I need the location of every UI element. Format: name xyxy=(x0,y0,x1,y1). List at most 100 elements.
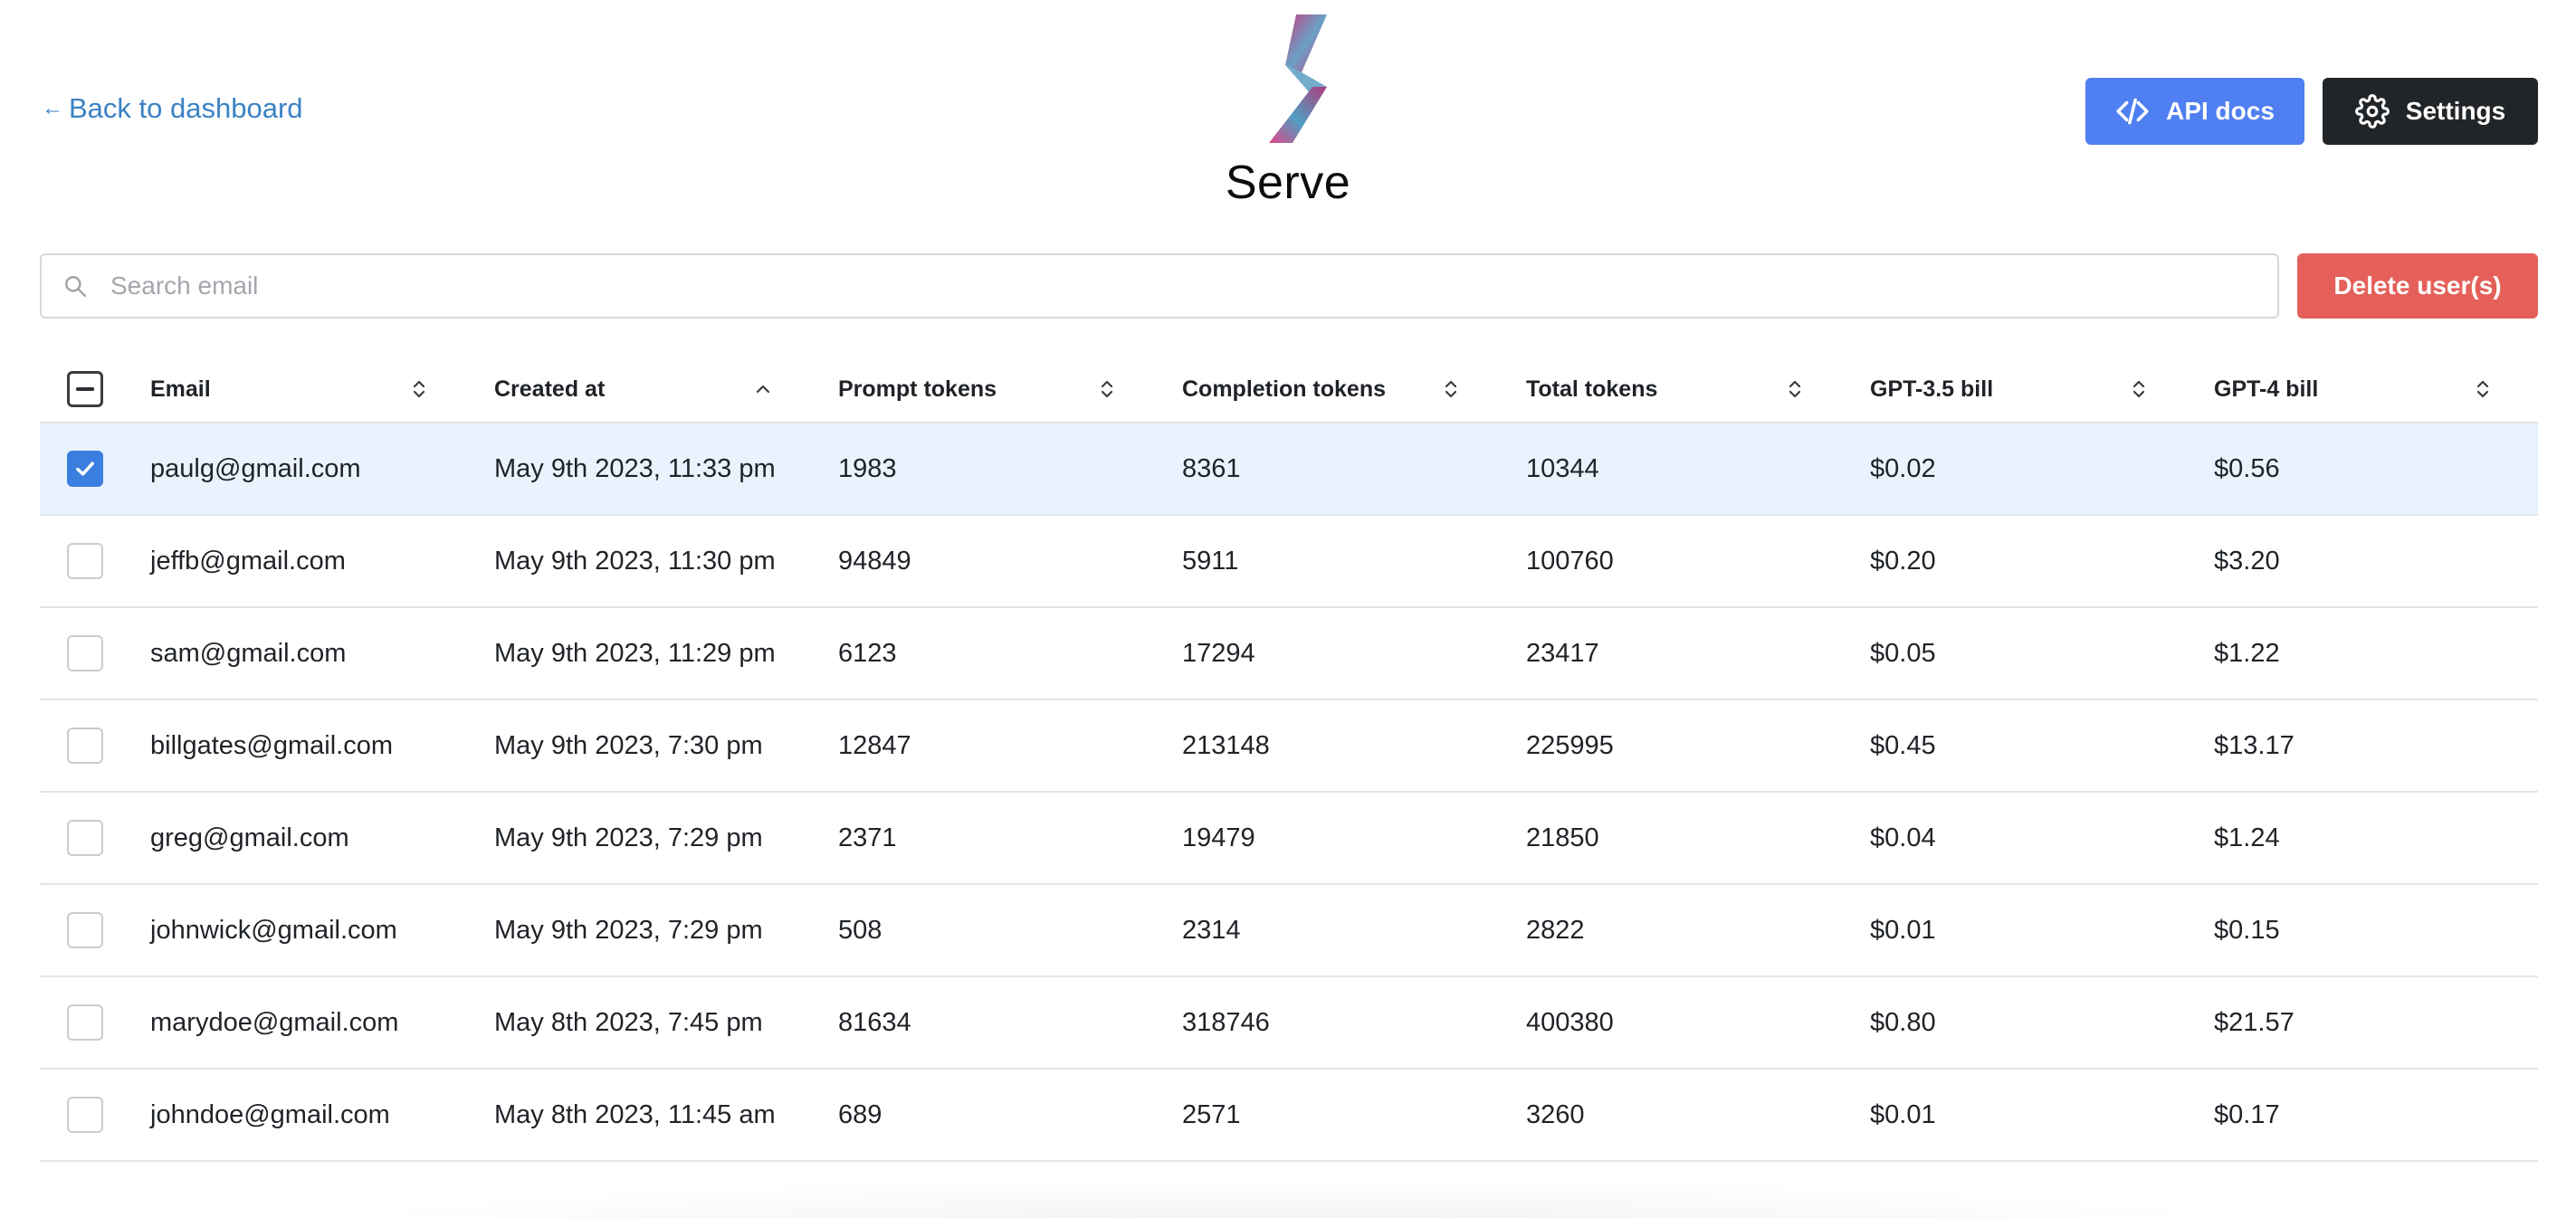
cell-created-at: May 8th 2023, 11:45 am xyxy=(494,1099,776,1129)
back-link-label: Back to dashboard xyxy=(69,92,303,124)
table-row[interactable]: sam@gmail.com May 9th 2023, 11:29 pm 6123 1… xyxy=(40,608,2538,700)
table-row[interactable]: jeffb@gmail.com May 9th 2023, 11:30 pm 948… xyxy=(40,516,2538,608)
checkmark-icon xyxy=(76,462,94,476)
cell-prompt-tokens: 94849 xyxy=(838,546,911,576)
bottom-shadow xyxy=(272,1176,2299,1218)
table-body: paulg@gmail.com May 9th 2023, 11:33 pm 198… xyxy=(40,423,2538,1162)
cell-prompt-tokens: 2371 xyxy=(838,823,897,852)
cell-completion-tokens: 2571 xyxy=(1182,1099,1241,1129)
cell-gpt4-bill: $3.20 xyxy=(2214,546,2280,576)
table-header: Email Created at Prompt tokens Completion t… xyxy=(40,355,2538,423)
search-field[interactable] xyxy=(40,253,2279,319)
row-checkbox[interactable] xyxy=(67,451,103,487)
table-row[interactable]: johnwick@gmail.com May 9th 2023, 7:29 pm 5… xyxy=(40,885,2538,977)
cell-created-at: May 9th 2023, 11:30 pm xyxy=(494,546,776,576)
cell-total-tokens: 225995 xyxy=(1526,730,1614,760)
cell-prompt-tokens: 1983 xyxy=(838,453,897,483)
sort-icon[interactable] xyxy=(1785,378,1805,400)
cell-email: marydoe@gmail.com xyxy=(150,1007,399,1037)
cell-total-tokens: 10344 xyxy=(1526,453,1599,483)
cell-email: johnwick@gmail.com xyxy=(150,915,397,945)
sort-icon[interactable] xyxy=(2473,378,2493,400)
cell-total-tokens: 23417 xyxy=(1526,638,1599,668)
cell-completion-tokens: 17294 xyxy=(1182,638,1255,668)
cell-total-tokens: 100760 xyxy=(1526,546,1614,576)
table-row[interactable]: johndoe@gmail.com May 8th 2023, 11:45 am 6… xyxy=(40,1070,2538,1162)
column-header-email[interactable]: Email xyxy=(150,376,211,402)
cell-prompt-tokens: 689 xyxy=(838,1099,883,1129)
cell-total-tokens: 3260 xyxy=(1526,1099,1585,1129)
table-row[interactable]: marydoe@gmail.com May 8th 2023, 7:45 pm 81… xyxy=(40,977,2538,1070)
cell-gpt4-bill: $1.22 xyxy=(2214,638,2280,668)
column-header-total-tokens[interactable]: Total tokens xyxy=(1526,376,1658,402)
cell-gpt35-bill: $0.80 xyxy=(1870,1007,1936,1037)
cell-created-at: May 9th 2023, 11:33 pm xyxy=(494,453,776,483)
api-docs-label: API docs xyxy=(2166,97,2275,125)
search-email-input[interactable] xyxy=(110,271,2192,300)
cell-gpt35-bill: $0.20 xyxy=(1870,546,1936,576)
table-row[interactable]: billgates@gmail.com May 9th 2023, 7:30 pm… xyxy=(40,700,2538,793)
column-header-gpt-3-5-bill[interactable]: GPT-3.5 bill xyxy=(1870,376,1994,402)
table-row[interactable]: paulg@gmail.com May 9th 2023, 11:33 pm 198… xyxy=(40,423,2538,516)
column-header-created-at[interactable]: Created at xyxy=(494,376,606,402)
cell-gpt35-bill: $0.04 xyxy=(1870,823,1936,852)
cell-email: sam@gmail.com xyxy=(150,638,347,668)
cell-created-at: May 9th 2023, 11:29 pm xyxy=(494,638,776,668)
sort-up-icon[interactable] xyxy=(753,378,773,400)
column-header-completion-tokens[interactable]: Completion tokens xyxy=(1182,376,1387,402)
cell-email: paulg@gmail.com xyxy=(150,453,361,483)
minus-icon xyxy=(75,387,95,391)
cell-prompt-tokens: 508 xyxy=(838,915,883,945)
sort-icon[interactable] xyxy=(409,378,429,400)
serve-logo-icon xyxy=(1269,14,1327,143)
cell-email: greg@gmail.com xyxy=(150,823,349,852)
sort-icon[interactable] xyxy=(2129,378,2149,400)
cell-gpt35-bill: $0.05 xyxy=(1870,638,1936,668)
back-arrow-icon: ← xyxy=(42,96,63,120)
cell-created-at: May 8th 2023, 7:45 pm xyxy=(494,1007,763,1037)
cell-completion-tokens: 2314 xyxy=(1182,915,1241,945)
table-row[interactable]: greg@gmail.com May 9th 2023, 7:29 pm 2371 1… xyxy=(40,793,2538,885)
cell-completion-tokens: 8361 xyxy=(1182,453,1241,483)
cell-total-tokens: 400380 xyxy=(1526,1007,1614,1037)
brand-title: Serve xyxy=(1225,157,1351,209)
code-icon xyxy=(2116,98,2149,125)
cell-created-at: May 9th 2023, 7:29 pm xyxy=(494,915,763,945)
row-checkbox[interactable] xyxy=(67,728,103,764)
column-header-gpt-4-bill[interactable]: GPT-4 bill xyxy=(2214,376,2319,402)
cell-gpt4-bill: $0.17 xyxy=(2214,1099,2280,1129)
row-checkbox[interactable] xyxy=(67,1097,103,1133)
cell-completion-tokens: 318746 xyxy=(1182,1007,1270,1037)
cell-total-tokens: 21850 xyxy=(1526,823,1599,852)
cell-gpt4-bill: $13.17 xyxy=(2214,730,2295,760)
column-header-prompt-tokens[interactable]: Prompt tokens xyxy=(838,376,997,402)
gear-icon xyxy=(2354,94,2390,128)
cell-total-tokens: 2822 xyxy=(1526,915,1585,945)
cell-completion-tokens: 213148 xyxy=(1182,730,1270,760)
cell-created-at: May 9th 2023, 7:30 pm xyxy=(494,730,763,760)
row-checkbox[interactable] xyxy=(67,820,103,856)
row-checkbox[interactable] xyxy=(67,635,103,671)
select-all-checkbox[interactable] xyxy=(67,371,103,407)
api-docs-button[interactable]: API docs xyxy=(2085,78,2304,145)
row-checkbox[interactable] xyxy=(67,912,103,948)
settings-label: Settings xyxy=(2405,97,2506,125)
delete-users-button[interactable]: Delete user(s) xyxy=(2297,253,2538,319)
row-checkbox[interactable] xyxy=(67,543,103,579)
cell-gpt4-bill: $0.56 xyxy=(2214,453,2280,483)
back-to-dashboard-link[interactable]: ← Back to dashboard xyxy=(42,92,303,125)
cell-email: johndoe@gmail.com xyxy=(150,1099,390,1129)
users-table: Email Created at Prompt tokens Completion t… xyxy=(40,355,2538,1162)
cell-email: billgates@gmail.com xyxy=(150,730,393,760)
cell-prompt-tokens: 6123 xyxy=(838,638,897,668)
row-checkbox[interactable] xyxy=(67,1004,103,1041)
settings-button[interactable]: Settings xyxy=(2323,78,2538,145)
sort-icon[interactable] xyxy=(1097,378,1117,400)
cell-prompt-tokens: 81634 xyxy=(838,1007,911,1037)
sort-icon[interactable] xyxy=(1441,378,1461,400)
cell-created-at: May 9th 2023, 7:29 pm xyxy=(494,823,763,852)
cell-gpt4-bill: $1.24 xyxy=(2214,823,2280,852)
cell-prompt-tokens: 12847 xyxy=(838,730,911,760)
cell-gpt35-bill: $0.01 xyxy=(1870,915,1936,945)
